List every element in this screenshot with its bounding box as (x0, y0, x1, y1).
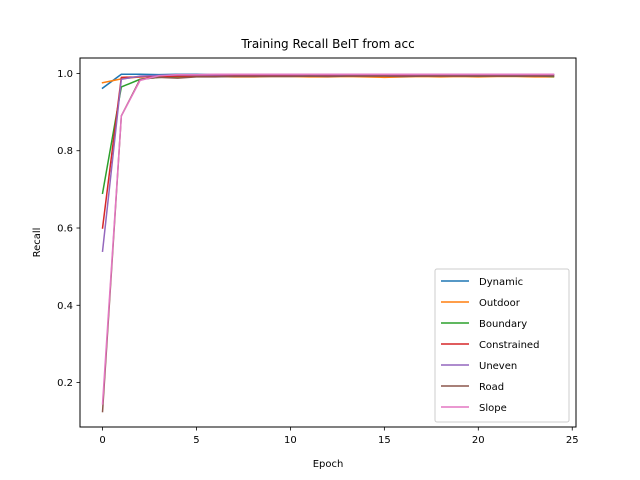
legend-label-constrained: Constrained (479, 340, 539, 351)
chart-title: Training Recall BeIT from acc (240, 37, 414, 51)
plot-frame (79, 57, 577, 428)
legend: Dynamic Outdoor Boundary Constrained Uneven R… (434, 268, 570, 423)
y-axis: 0.2 0.4 0.6 0.8 1.0 (57, 69, 80, 389)
series-line-slope (101, 73, 555, 405)
x-tick-label: 20 (472, 435, 485, 446)
legend-label-slope: Slope (479, 403, 507, 414)
legend-label-dynamic: Dynamic (479, 277, 523, 288)
legend-label-road: Road (479, 382, 504, 393)
x-tick-label: 5 (193, 435, 199, 446)
legend-label-uneven: Uneven (479, 361, 517, 372)
y-tick-label: 0.8 (57, 146, 73, 157)
y-tick-label: 0.2 (57, 378, 73, 389)
y-axis-label: Recall (32, 228, 43, 258)
y-tick-label: 0.6 (57, 224, 73, 235)
legend-label-outdoor: Outdoor (479, 298, 521, 309)
x-axis: 0 5 10 15 20 25 (99, 427, 579, 446)
y-tick-label: 1.0 (57, 69, 73, 80)
x-axis-label: Epoch (313, 459, 344, 470)
y-tick-label: 0.4 (57, 301, 73, 312)
x-tick-label: 10 (284, 435, 297, 446)
x-tick-label: 15 (378, 435, 391, 446)
series-layer (101, 73, 555, 413)
legend-box (434, 268, 570, 423)
legend-label-boundary: Boundary (479, 319, 527, 330)
series-line-road (101, 75, 555, 413)
x-tick-label: 0 (99, 435, 105, 446)
x-tick-label: 25 (566, 435, 579, 446)
